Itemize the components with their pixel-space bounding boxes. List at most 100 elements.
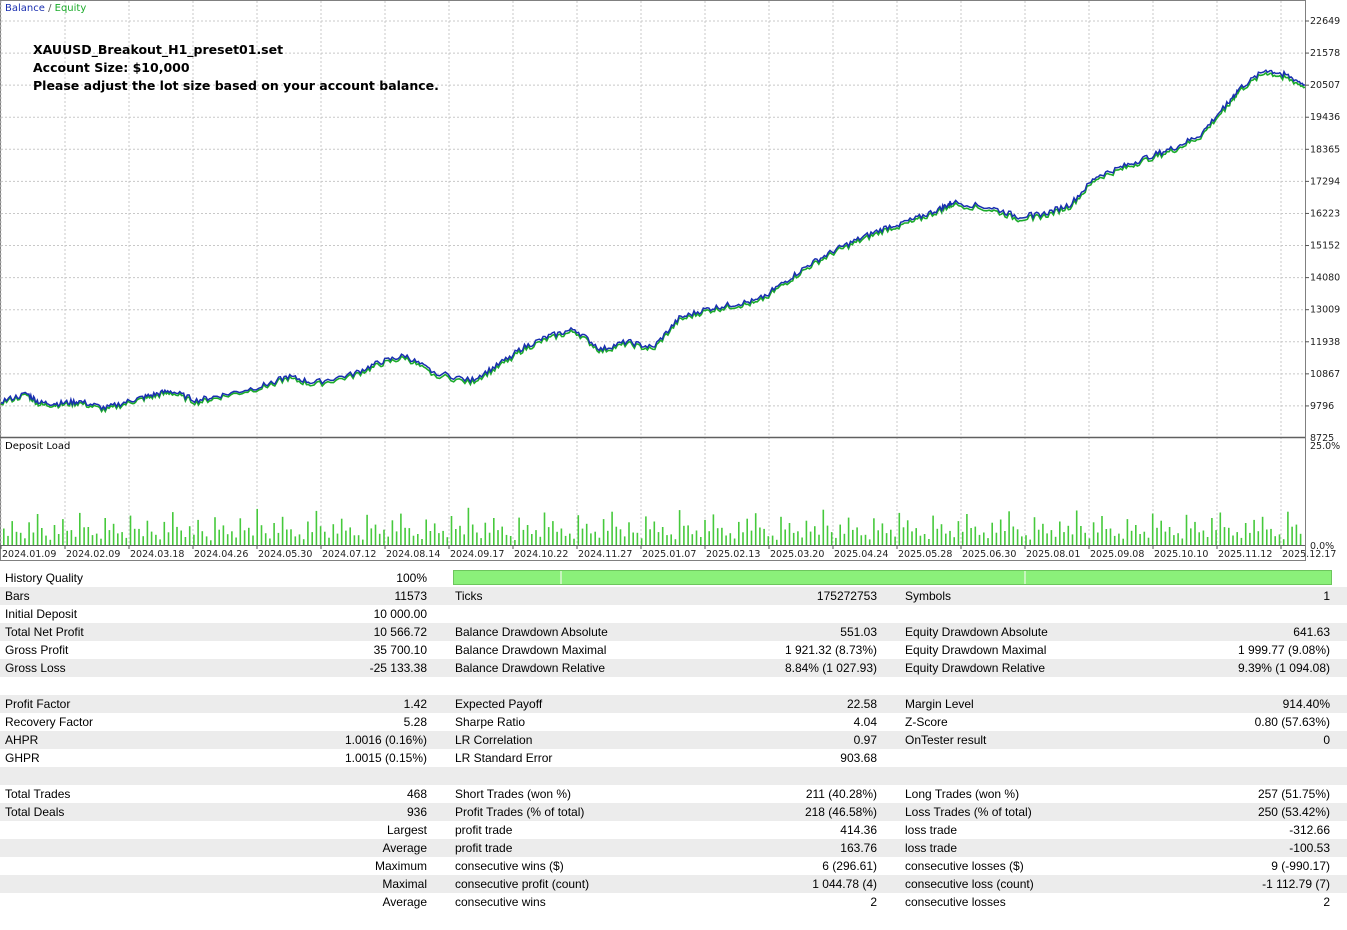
stat-value: 6 (296.61) — [822, 859, 877, 873]
load-bar — [345, 530, 347, 545]
load-bar — [138, 528, 140, 545]
load-bar — [843, 533, 846, 545]
load-bar — [357, 535, 360, 545]
load-bar — [1135, 525, 1137, 545]
load-bar — [1185, 514, 1188, 545]
load-bar — [695, 530, 698, 545]
load-bar — [214, 517, 216, 545]
y-tick-label: 19436 — [1310, 112, 1340, 123]
load-bar — [569, 533, 571, 545]
load-bar — [1037, 529, 1040, 545]
load-bar — [1016, 529, 1019, 545]
load-bar — [683, 525, 685, 545]
chart-notes: XAUUSD_Breakout_H1_preset01.set Account … — [33, 41, 439, 95]
load-bar — [945, 533, 947, 545]
stat-value: 5.28 — [403, 715, 427, 729]
x-tick-label: 2025.05.28 — [898, 549, 952, 560]
load-bar — [91, 535, 94, 545]
load-bar — [987, 538, 989, 545]
balance-equity-chart: 9796 10867 11938 13009 14080 15152 16223 17294 1… — [0, 0, 1340, 561]
load-bar — [653, 521, 656, 545]
stat-label: Short Trades (won %) — [455, 787, 572, 801]
load-bar — [666, 535, 668, 545]
load-bar — [691, 534, 694, 545]
stat-label: Equity Drawdown Absolute — [905, 625, 1048, 639]
x-tick-label: 2024.10.22 — [514, 549, 568, 560]
load-bar — [725, 535, 727, 545]
stats-row: Average consecutive wins 2 consecutive loss… — [0, 893, 1347, 911]
load-bar — [163, 521, 166, 545]
load-bar — [1202, 530, 1205, 545]
load-bar — [678, 510, 681, 545]
load-bar — [632, 532, 634, 545]
load-bar — [700, 537, 702, 545]
load-bar — [1299, 533, 1302, 545]
load-bar — [674, 539, 677, 545]
load-bar — [1223, 527, 1226, 545]
x-tick-label: 2025.10.10 — [1154, 549, 1208, 560]
load-bar — [62, 519, 64, 545]
stat-value: 9.39% (1 094.08) — [1237, 661, 1330, 675]
x-tick-label: 2025.04.24 — [834, 549, 888, 560]
load-bar — [966, 514, 968, 545]
load-bar — [805, 520, 808, 545]
load-bar — [395, 531, 398, 545]
load-bar — [585, 523, 588, 545]
load-bar — [826, 525, 829, 545]
load-bar — [425, 519, 427, 545]
load-bar — [248, 527, 250, 545]
load-bar — [1113, 535, 1116, 545]
load-bar — [687, 525, 689, 545]
stat-label: consecutive wins — [455, 895, 546, 909]
load-bar — [24, 538, 26, 545]
stat-value: 218 (46.58%) — [804, 805, 877, 819]
load-bar — [446, 537, 449, 545]
quality-bar-marker — [560, 571, 562, 584]
load-bar — [1029, 539, 1031, 545]
load-bar — [1274, 536, 1276, 545]
load-bar — [949, 530, 951, 545]
load-bar — [281, 516, 284, 545]
load-bar — [476, 532, 478, 545]
load-bar — [611, 511, 613, 545]
load-bar — [332, 524, 335, 545]
load-bar — [543, 512, 546, 545]
stat-value: 163.76 — [840, 841, 877, 855]
load-bar — [1067, 525, 1070, 545]
stat-value: 1.0016 (0.16%) — [344, 733, 427, 747]
load-bar — [771, 535, 774, 545]
load-bar — [1139, 534, 1141, 545]
load-bar — [417, 534, 419, 545]
load-bar — [594, 531, 596, 545]
stats-row: Total Net Profit 10 566.72 Balance Drawdow… — [0, 623, 1347, 641]
stat-label: Equity Drawdown Relative — [905, 661, 1046, 675]
load-bar — [526, 525, 529, 545]
load-bar — [885, 533, 888, 545]
load-bar — [860, 535, 863, 545]
x-tick-label: 2025.08.01 — [1026, 549, 1080, 560]
load-bar — [45, 535, 47, 545]
load-bar — [117, 533, 119, 545]
load-bar — [995, 532, 998, 545]
load-bar — [780, 516, 782, 545]
load-bar — [70, 530, 73, 545]
load-bar — [370, 528, 373, 545]
load-bar — [112, 523, 115, 545]
load-bar — [1109, 528, 1112, 545]
stat-label: Total Net Profit — [5, 625, 84, 639]
load-bar — [142, 536, 144, 545]
load-bar — [602, 519, 605, 545]
load-bar — [1008, 511, 1010, 545]
load-bar — [1004, 531, 1006, 545]
load-bar — [1164, 531, 1167, 545]
load-bar — [378, 533, 381, 545]
load-bar — [712, 514, 715, 545]
x-tick-label: 2024.05.30 — [258, 549, 312, 560]
load-bar — [366, 514, 368, 545]
load-bar — [746, 518, 748, 545]
chart-area: 9796 10867 11938 13009 14080 15152 16223 17294 1… — [0, 0, 1340, 561]
stats-row: Initial Deposit 10 000.00 — [0, 605, 1347, 623]
load-bar — [1075, 510, 1078, 545]
load-bar — [623, 536, 626, 545]
stat-value: 0 — [1323, 733, 1330, 747]
